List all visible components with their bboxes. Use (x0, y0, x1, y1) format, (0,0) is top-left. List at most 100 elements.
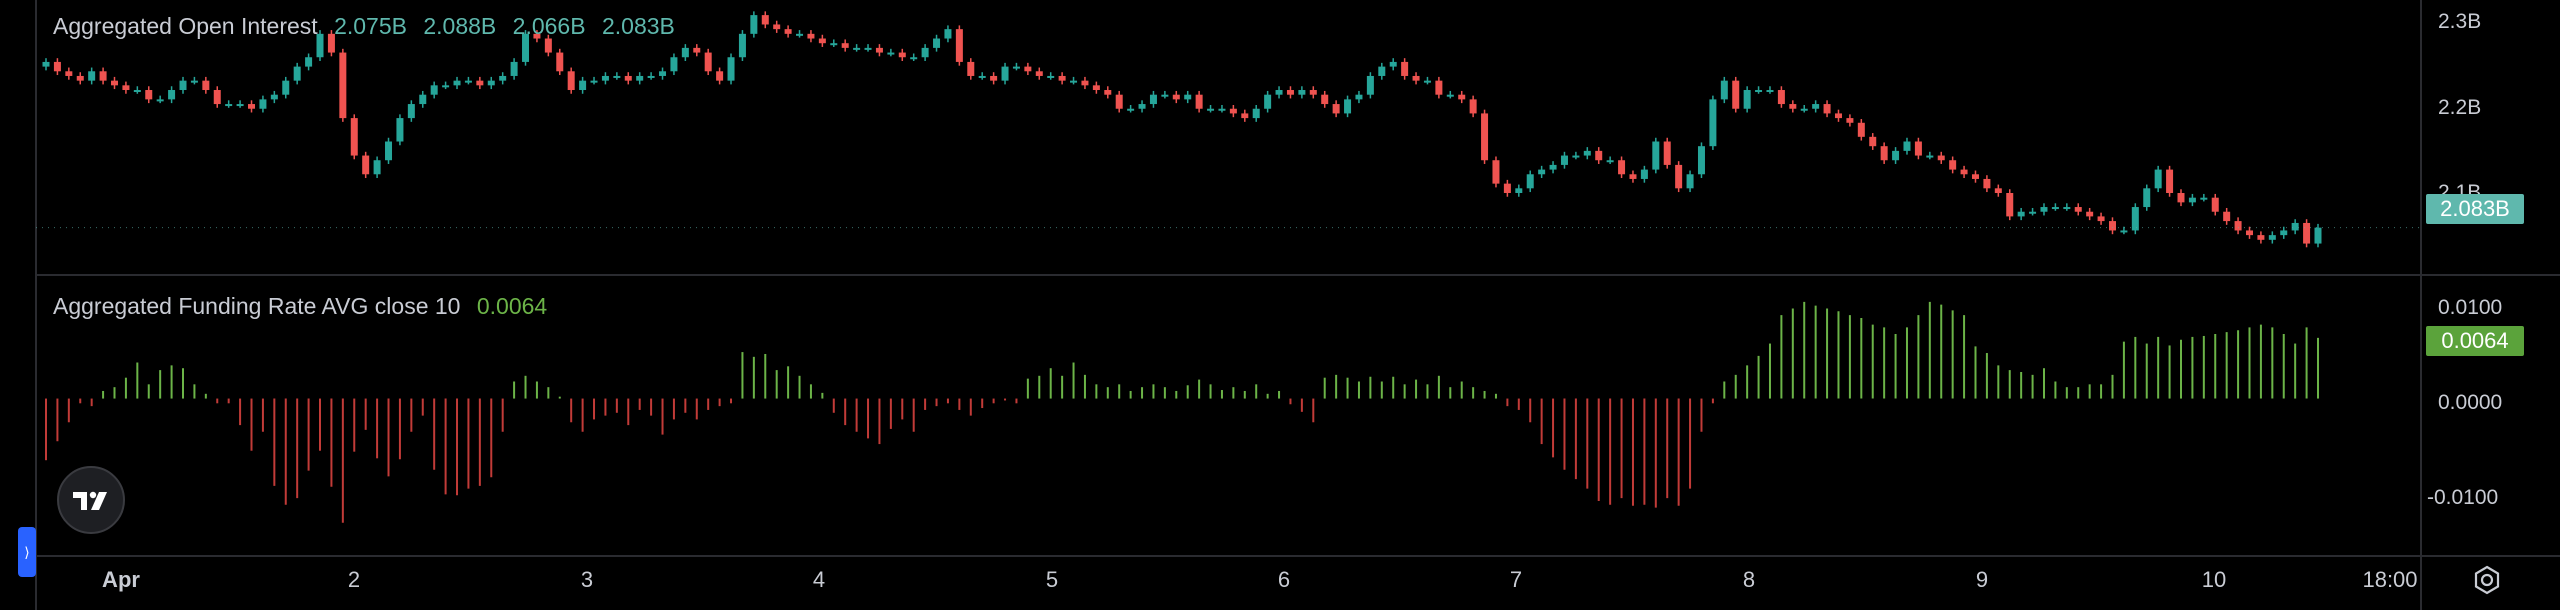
oi-candle (727, 57, 735, 81)
oi-candle (76, 75, 84, 81)
oi-candle (955, 29, 963, 62)
oi-candle (1549, 164, 1557, 170)
oi-candle (1423, 80, 1431, 83)
oi-candle (1184, 94, 1192, 100)
oi-candle (1960, 169, 1968, 175)
oi-candle (1070, 80, 1078, 83)
time-label-7: 7 (1509, 567, 1523, 592)
oi-candle (1640, 169, 1648, 179)
oi-candle (1001, 66, 1009, 81)
oi-candle (236, 104, 244, 107)
collapse-panel-tab[interactable]: ⟩ (18, 527, 36, 577)
oi-candle (1720, 80, 1728, 100)
oi-candle (2211, 197, 2219, 212)
oi-candle (522, 33, 530, 62)
oi-candle (1104, 90, 1112, 95)
oi-candle (1595, 150, 1603, 161)
oi-candle (1389, 61, 1397, 67)
oi-candle (1149, 94, 1157, 105)
oi-candle (2200, 197, 2208, 200)
oi-candle (1789, 104, 1797, 109)
oi-candle (556, 52, 564, 72)
fr-last-value-tag: 0.0064 (2426, 326, 2524, 356)
oi-candle (1538, 169, 1546, 175)
oi-candle (248, 104, 256, 109)
oi-candle (853, 47, 861, 50)
oi-candle (282, 80, 290, 95)
oi-candle (1777, 90, 1785, 105)
oi-candle (681, 47, 689, 58)
oi-candle (2154, 169, 2162, 189)
gear-icon[interactable] (2472, 565, 2502, 595)
oi-candle (1378, 66, 1386, 76)
oi-candle (830, 43, 838, 46)
time-label-4: 4 (812, 567, 826, 592)
oi-candle (499, 75, 507, 81)
oi-candle (1332, 104, 1340, 114)
fr-tick-0.01: 0.0100 (2438, 296, 2503, 319)
oi-candle (1994, 188, 2002, 193)
oi-candle (2017, 211, 2025, 217)
oi-candle (1309, 90, 1317, 95)
oi-candle (750, 15, 758, 34)
oi-candle (168, 90, 176, 100)
oi-candle (773, 24, 781, 30)
oi-candle (2051, 207, 2059, 210)
oi-legend-high: 2.088B (423, 13, 497, 39)
oi-candle (1481, 113, 1489, 161)
fr-tick-0: 0.0000 (2438, 391, 2503, 414)
oi-candle (65, 71, 73, 76)
time-label-2: 2 (347, 567, 361, 592)
oi-candle (784, 29, 792, 34)
oi-candle (818, 38, 826, 44)
oi-candle (898, 52, 906, 58)
oi-candle (1275, 90, 1283, 95)
oi-candle (88, 71, 96, 81)
oi-candle (1127, 108, 1135, 111)
oi-candle (1115, 94, 1123, 109)
oi-candle (350, 118, 358, 156)
oi-legend-title: Aggregated Open Interest (53, 13, 318, 39)
oi-candle (1469, 99, 1477, 114)
oi-legend-close: 2.083B (601, 13, 675, 39)
oi-candle (1732, 80, 1740, 109)
oi-candle (156, 99, 164, 102)
oi-candle (1412, 75, 1420, 81)
oi-candle (1812, 104, 1820, 109)
time-label-8: 8 (1742, 567, 1756, 592)
oi-candle (1709, 99, 1717, 147)
oi-candle (53, 61, 61, 72)
oi-candle (624, 75, 632, 81)
tradingview-logo-icon[interactable] (57, 466, 125, 534)
time-label-5: 5 (1045, 567, 1059, 592)
oi-candle (2303, 222, 2311, 244)
oi-tick-2.3: 2.3B (2438, 10, 2482, 33)
oi-candle (2120, 230, 2128, 233)
time-label-10: 10 (2201, 567, 2227, 592)
oi-candle (1618, 160, 1626, 175)
oi-candle (738, 33, 746, 58)
oi-candle (704, 52, 712, 72)
oi-legend-open: 2.075B (334, 13, 407, 39)
oi-candle (1207, 108, 1215, 111)
oi-candle (487, 80, 495, 86)
oi-candle (1583, 150, 1591, 156)
oi-candle (1572, 155, 1580, 158)
oi-candle (807, 33, 815, 39)
oi-candle (1652, 141, 1660, 170)
oi-candle (1446, 94, 1454, 97)
oi-candle (430, 85, 438, 95)
oi-candle (2074, 207, 2082, 212)
fr-legend-title: Aggregated Funding Rate AVG close 10 (53, 293, 461, 319)
oi-candle (841, 43, 849, 48)
oi-candle (2245, 230, 2253, 236)
time-label-3: 3 (580, 567, 594, 592)
oi-candle (978, 75, 986, 78)
oi-candle (693, 47, 701, 53)
oi-candle (1355, 94, 1363, 100)
oi-candle (42, 61, 50, 67)
oi-candle (225, 104, 233, 107)
oi-candle (1092, 85, 1100, 91)
oi-candle (1138, 104, 1146, 109)
